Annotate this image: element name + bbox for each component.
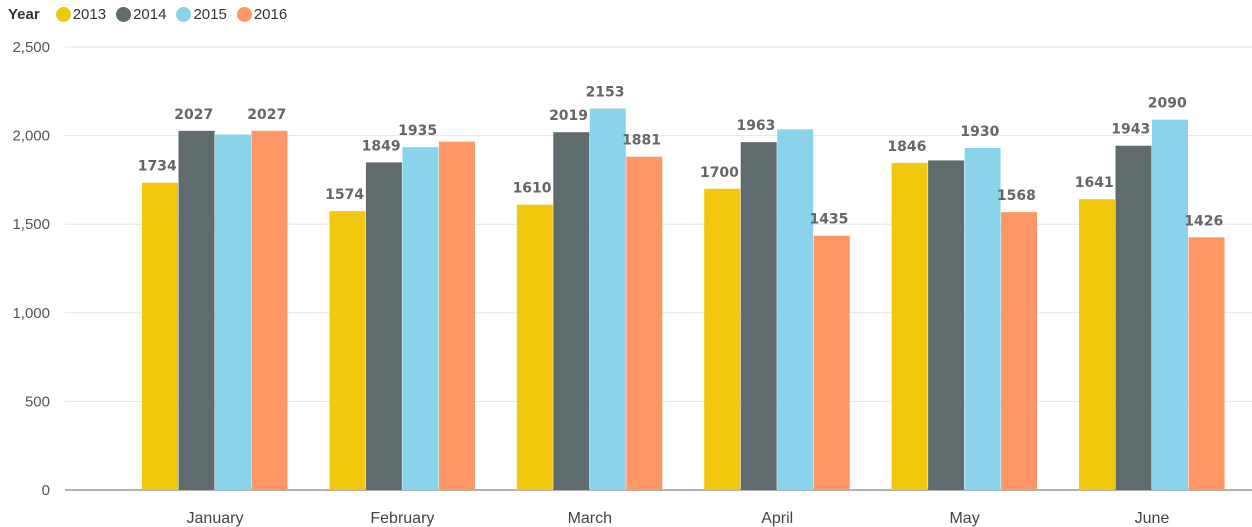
legend-item-2016[interactable]: 2016 xyxy=(236,5,288,23)
legend-item-2015[interactable]: 2015 xyxy=(176,5,227,23)
y-tick-label: 2,500 xyxy=(12,39,50,56)
legend-swatch xyxy=(176,6,192,22)
data-label: 1610 xyxy=(513,181,552,197)
bar-2015-april xyxy=(777,129,814,490)
data-label: 1426 xyxy=(1184,213,1223,229)
data-label: 1881 xyxy=(622,133,661,149)
legend-swatch xyxy=(55,6,71,22)
bar-2015-may xyxy=(964,148,1001,490)
bar-2014-june xyxy=(1115,145,1152,491)
bar-2016-february xyxy=(438,141,475,490)
bar-2014-january xyxy=(178,130,215,490)
y-tick-label: 500 xyxy=(25,393,50,410)
data-label: 1574 xyxy=(325,187,364,203)
data-label: 1641 xyxy=(1075,175,1114,191)
bar-2013-june xyxy=(1079,199,1115,491)
x-tick-label: May xyxy=(949,510,979,527)
x-tick-label: April xyxy=(761,510,793,527)
legend-item-2013[interactable]: 2013 xyxy=(55,5,107,23)
bar-2013-march xyxy=(516,204,553,490)
bar-2016-may xyxy=(1001,212,1038,491)
legend-swatch xyxy=(116,6,132,22)
legend-label: 2016 xyxy=(253,5,288,23)
data-label: 2027 xyxy=(247,107,286,123)
data-label: 1435 xyxy=(809,212,848,228)
bar-2015-february xyxy=(402,147,439,491)
legend-label: 2015 xyxy=(193,5,227,23)
data-label: 2153 xyxy=(586,84,625,100)
bar-2014-april xyxy=(740,142,777,490)
data-label: 2027 xyxy=(174,107,213,123)
data-label: 1943 xyxy=(1111,122,1150,138)
bar-2016-march xyxy=(626,156,663,490)
data-label: 1963 xyxy=(736,118,775,134)
bar-2015-january xyxy=(215,134,251,490)
data-label: 1846 xyxy=(887,139,926,155)
data-label: 1700 xyxy=(700,165,739,181)
bar-2016-june xyxy=(1188,237,1225,490)
data-label: 1930 xyxy=(960,124,999,140)
bar-2014-may xyxy=(928,160,965,490)
data-label: 2090 xyxy=(1148,96,1187,112)
bar-2013-january xyxy=(142,182,178,490)
y-tick-label: 1,000 xyxy=(12,305,50,322)
bar-2014-march xyxy=(553,132,590,490)
x-tick-label: February xyxy=(370,510,434,527)
data-label: 1849 xyxy=(362,138,401,154)
data-label: 2019 xyxy=(549,108,588,124)
bar-2015-march xyxy=(589,108,626,490)
legend-title: Year xyxy=(8,5,40,23)
bar-2015-june xyxy=(1152,119,1188,490)
bar-2013-february xyxy=(329,211,366,490)
legend-label: 2013 xyxy=(72,5,107,23)
data-label: 1935 xyxy=(398,123,437,139)
legend: Year 2013 2014 2015 2016 xyxy=(8,4,297,24)
data-label: 1568 xyxy=(997,188,1036,204)
x-tick-label: March xyxy=(568,510,612,527)
x-tick-label: January xyxy=(187,510,244,527)
y-tick-label: 2,000 xyxy=(12,128,50,145)
bar-2014-february xyxy=(365,162,402,491)
bar-2016-january xyxy=(251,130,288,490)
legend-items: 2013 2014 2015 2016 xyxy=(55,5,298,23)
y-tick-label: 1,500 xyxy=(12,216,50,233)
y-tick-label: 0 xyxy=(42,482,50,499)
legend-label: 2014 xyxy=(133,5,167,23)
legend-item-2014[interactable]: 2014 xyxy=(116,6,166,23)
bar-2013-may xyxy=(891,162,928,490)
data-label: 1734 xyxy=(138,159,177,175)
bar-2013-april xyxy=(704,188,741,490)
legend-swatch xyxy=(236,6,252,22)
bar-2016-april xyxy=(813,235,850,490)
x-tick-label: June xyxy=(1135,510,1170,527)
